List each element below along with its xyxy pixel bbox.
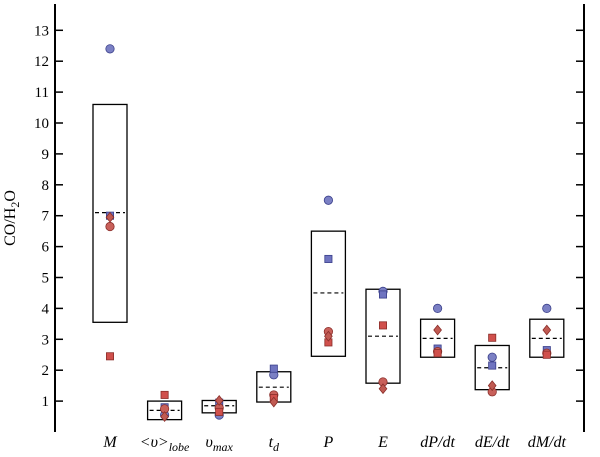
y-tick-label: 12 — [34, 54, 49, 70]
data-point-square — [106, 352, 115, 361]
data-point-circle — [105, 221, 115, 232]
x-category-label: M — [102, 434, 118, 451]
data-point-square — [324, 254, 333, 263]
y-tick-label: 5 — [42, 271, 50, 287]
x-category-label: dM/dt — [528, 434, 567, 451]
y-axis-label-tail: O — [2, 190, 19, 202]
data-point-square — [215, 407, 224, 416]
data-point-square — [433, 349, 442, 358]
y-tick-label: 3 — [42, 332, 50, 348]
data-point-circle — [487, 352, 497, 362]
data-point-diamond — [378, 383, 388, 395]
data-point-diamond — [214, 395, 224, 406]
data-point-diamond — [160, 411, 169, 422]
data-point-square — [488, 361, 497, 370]
y-tick-label: 10 — [34, 116, 49, 132]
y-tick-label: 7 — [42, 209, 50, 225]
range-box — [419, 318, 456, 358]
x-category-label-sub: max — [213, 440, 234, 454]
x-category-label: td — [269, 434, 280, 454]
x-category-label-sub: d — [273, 440, 280, 454]
x-category-label-main: dM/dt — [528, 434, 567, 451]
x-category-label-sub: lobe — [169, 440, 190, 454]
y-tick-label: 6 — [42, 240, 50, 256]
data-point-diamond — [269, 396, 279, 408]
y-axis-label-main: CO/H — [2, 207, 19, 246]
data-point-diamond — [542, 324, 552, 336]
data-point-square — [488, 333, 497, 342]
data-point-diamond — [487, 380, 497, 392]
data-point-square — [542, 350, 551, 359]
y-tick-label: 2 — [42, 363, 50, 379]
x-category-label-main: dP/dt — [420, 434, 455, 451]
y-tick-label: 8 — [42, 178, 50, 194]
data-point-square — [378, 290, 387, 299]
range-box — [92, 103, 128, 323]
data-point-diamond — [105, 211, 115, 223]
x-category-label-main: dE/dt — [475, 434, 510, 451]
data-point-diamond — [324, 330, 333, 342]
x-category-label-main: υ — [206, 434, 213, 451]
x-category-label-main: <υ> — [140, 434, 169, 451]
data-point-circle — [542, 303, 552, 313]
x-category-label: dE/dt — [475, 434, 510, 451]
range-box — [310, 230, 347, 357]
x-category-label-main: P — [323, 434, 334, 451]
data-point-square — [160, 390, 169, 399]
x-category-label-main: E — [377, 434, 388, 451]
y-tick-label: 9 — [42, 147, 50, 163]
x-category-label: dP/dt — [420, 434, 455, 451]
axes — [54, 4, 585, 432]
y-axis-label: CO/H2O — [2, 190, 22, 246]
x-category-label-main: M — [102, 434, 118, 451]
y-tick-label: 11 — [35, 85, 49, 101]
x-category-label: υmax — [206, 434, 234, 454]
data-point-circle — [105, 44, 115, 54]
data-point-circle — [323, 195, 333, 205]
points — [105, 44, 552, 422]
data-point-circle — [432, 303, 443, 313]
x-category-label: E — [377, 434, 388, 451]
data-point-diamond — [433, 324, 442, 336]
data-point-square — [378, 321, 387, 330]
y-tick-label: 1 — [42, 394, 50, 410]
data-point-square — [269, 364, 278, 373]
y-tick-label: 4 — [42, 301, 50, 317]
x-category-label: P — [323, 434, 334, 451]
x-category-label-main: t — [269, 434, 274, 451]
y-tick-label: 13 — [34, 23, 49, 39]
x-category-label: <υ>lobe — [140, 434, 190, 454]
y-axis-label-sub: 2 — [8, 202, 22, 208]
